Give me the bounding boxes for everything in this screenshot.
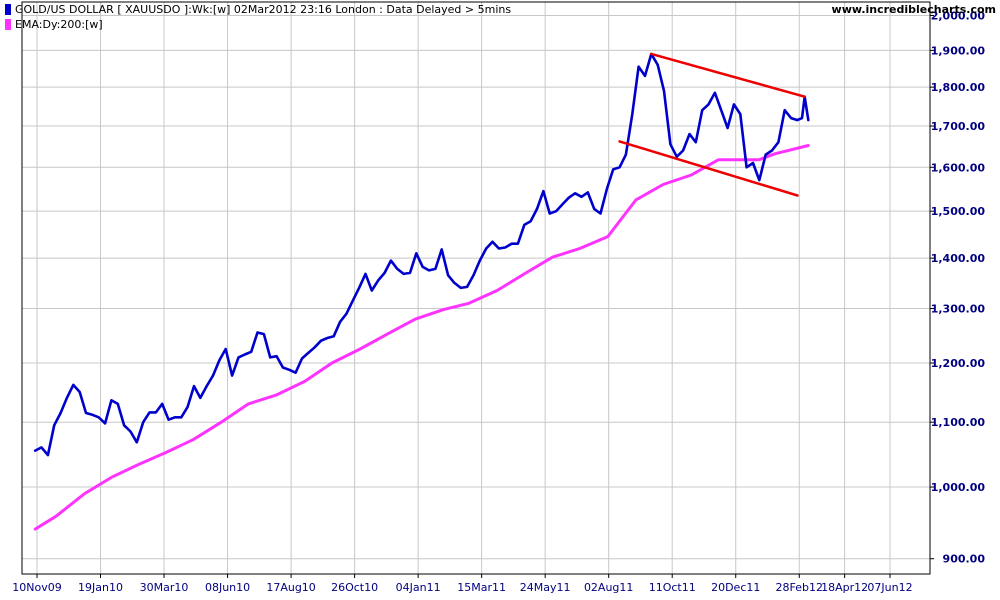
x-tick-label: 26Oct10 [331, 581, 378, 594]
y-tick-label: 1,900.00 [931, 44, 986, 57]
x-tick-label: 08Jun10 [205, 581, 250, 594]
legend-ema-label: EMA:Dy:200:[w] [15, 18, 103, 31]
y-tick-label: 1,800.00 [931, 81, 986, 94]
x-tick-label: 02Aug11 [584, 581, 633, 594]
y-tick-label: 1,100.00 [931, 416, 986, 429]
x-tick-label: 18Apr12 [821, 581, 868, 594]
series-layer [33, 52, 810, 531]
y-tick-label: 2,000.00 [931, 9, 986, 22]
legend-swatch-ema [5, 19, 11, 30]
y-tick-label: 1,600.00 [931, 161, 986, 174]
trendline-lower [618, 140, 799, 197]
x-tick-label: 20Dec11 [711, 581, 760, 594]
x-tick-label: 04Jan11 [396, 581, 441, 594]
x-tick-label: 19Jan10 [78, 581, 123, 594]
y-tick-label: 1,400.00 [931, 252, 986, 265]
x-tick-label: 11Oct11 [649, 581, 696, 594]
y-tick-label: 900.00 [943, 553, 986, 566]
trendline-upper [650, 52, 806, 98]
x-tick-label: 24May11 [520, 581, 571, 594]
grid [22, 2, 930, 574]
x-tick-label: 10Nov09 [12, 581, 61, 594]
y-tick-label: 1,300.00 [931, 303, 986, 316]
series-line-gold-price [33, 52, 810, 457]
site-watermark[interactable]: www.incrediblecharts.com [832, 3, 996, 16]
x-axis: 10Nov09 19Jan10 30Mar10 08Jun10 17Aug10 26Oct… [12, 574, 913, 594]
y-tick-label: 1,200.00 [931, 357, 986, 370]
y-tick-label: 1,700.00 [931, 120, 986, 133]
x-tick-label: 30Mar10 [140, 581, 189, 594]
y-tick-label: 1,500.00 [931, 205, 986, 218]
chart-title: GOLD/US DOLLAR [ XAUUSDO ]:Wk:[w] 02Mar2… [15, 3, 511, 16]
x-tick-label: 17Aug10 [266, 581, 315, 594]
x-tick-label: 28Feb12 [776, 581, 823, 594]
y-axis: 900.00 1,000.00 1,100.00 1,200.00 1,300.00 1,… [930, 9, 986, 566]
x-tick-label: 07Jun12 [867, 581, 912, 594]
trendlines [618, 52, 806, 197]
y-tick-label: 1,000.00 [931, 481, 986, 494]
legend-swatch-price [5, 4, 11, 15]
series-line-ema-200 [33, 144, 810, 531]
plot-frame [21, 1, 931, 575]
x-tick-label: 15Mar11 [457, 581, 506, 594]
